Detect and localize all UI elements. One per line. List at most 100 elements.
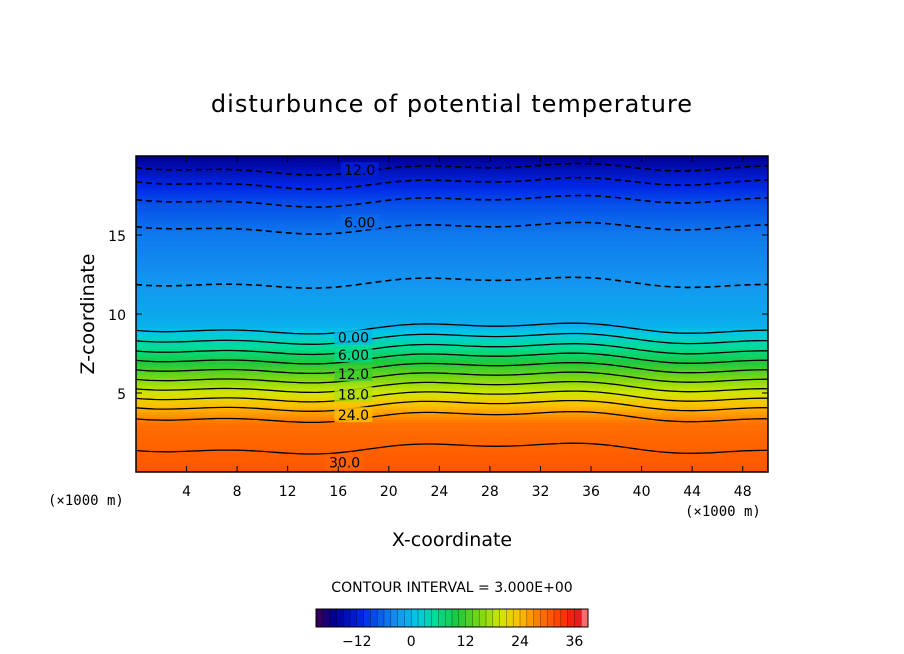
field-band	[136, 358, 768, 363]
colorbar-swatch	[472, 609, 480, 627]
field-band	[136, 266, 768, 270]
field-band	[136, 261, 768, 265]
field-band	[136, 427, 768, 431]
field-band	[136, 279, 768, 284]
field-band	[136, 177, 768, 181]
field-band	[136, 356, 768, 360]
contour-label-bg	[340, 214, 379, 230]
field-band	[136, 274, 768, 278]
contour-label: 18.0	[338, 388, 369, 404]
colorbar-swatch	[479, 609, 487, 627]
colorbar-swatch	[390, 609, 399, 627]
field-band	[136, 314, 768, 318]
field-band	[136, 263, 768, 268]
field-band	[136, 340, 768, 344]
contour-line	[136, 322, 768, 335]
field-band	[136, 285, 768, 289]
colorbar-tick-label: 36	[565, 634, 583, 650]
field-band	[136, 192, 768, 197]
field-band	[136, 219, 768, 223]
field-band	[136, 321, 768, 326]
field-band	[136, 332, 768, 336]
field-band	[136, 169, 768, 173]
colorbar-swatch	[513, 609, 521, 627]
field-band	[136, 458, 768, 463]
field-band	[136, 232, 768, 236]
field-band	[136, 303, 768, 307]
field-band	[136, 324, 768, 328]
field-band	[136, 311, 768, 315]
colorbar-swatch	[574, 609, 582, 627]
field-band	[136, 398, 768, 402]
field-band	[136, 253, 768, 257]
field-band	[136, 235, 768, 239]
colorbar-swatch	[384, 609, 392, 627]
field-band	[136, 184, 768, 189]
colorbar-swatch	[370, 609, 378, 627]
field-band	[136, 258, 768, 263]
field-band	[136, 203, 768, 207]
field-band	[136, 385, 768, 389]
contour-label-bg	[334, 407, 373, 423]
colorbar-swatch	[492, 609, 501, 627]
x-tick-label: 36	[582, 484, 600, 500]
contour-label: 24.0	[338, 408, 369, 424]
field-band	[136, 406, 768, 410]
field-band	[136, 287, 768, 291]
colorbar-swatch	[581, 609, 589, 627]
colorbar-swatch	[336, 609, 344, 627]
colorbar-swatch	[418, 609, 426, 627]
field-band	[136, 469, 768, 472]
colorbar-swatch	[316, 609, 324, 627]
contour-label-bg	[325, 454, 364, 470]
field-band	[136, 182, 768, 186]
contour-label-bg	[334, 347, 373, 363]
field-band	[136, 242, 768, 247]
field-band	[136, 319, 768, 323]
contour-line	[136, 371, 768, 384]
field-band	[136, 440, 768, 444]
colorbar-tick-label: 24	[511, 634, 529, 650]
contour-line	[136, 399, 768, 412]
field-band	[136, 432, 768, 436]
colorbar-swatch	[322, 609, 331, 627]
x-tick-label: 28	[481, 484, 499, 500]
x-axis-ticks: 4 8 12 16 20 24 28 32 36 40 44 48	[182, 156, 752, 500]
contour-line	[136, 276, 768, 289]
field-band	[136, 237, 768, 241]
colorbar-swatch	[350, 609, 358, 627]
field-band	[136, 453, 768, 457]
colorbar-tick-label: 12	[457, 634, 475, 650]
field-band	[136, 277, 768, 281]
colorbar-swatch	[499, 609, 507, 627]
field-band	[136, 221, 768, 226]
contour-line	[136, 380, 768, 394]
field-band	[136, 461, 768, 465]
contour-label-bg	[334, 366, 373, 382]
field-band	[136, 229, 768, 234]
contour-line	[136, 221, 768, 235]
x-tick-label: 32	[532, 484, 550, 500]
field-band	[136, 345, 768, 349]
colorbar-swatch	[526, 609, 535, 627]
colorbar-swatch	[547, 609, 555, 627]
contour-label-bg	[340, 162, 379, 178]
field-band	[136, 369, 768, 373]
field-band	[136, 216, 768, 220]
field-band	[136, 327, 768, 331]
x-tick-label: 12	[279, 484, 297, 500]
field-band	[136, 206, 768, 210]
colorbar-swatch	[533, 609, 541, 627]
x-tick-label: 20	[380, 484, 398, 500]
colorbar-swatch	[520, 609, 528, 627]
field-band	[136, 158, 768, 162]
contour-label: 0.00	[338, 331, 369, 347]
contour-line	[136, 194, 768, 208]
field-band	[136, 361, 768, 365]
field-band	[136, 435, 768, 439]
contour-line	[136, 176, 768, 191]
colorbar	[315, 609, 589, 627]
x-tick-label: 40	[633, 484, 651, 500]
field-band	[136, 377, 768, 381]
